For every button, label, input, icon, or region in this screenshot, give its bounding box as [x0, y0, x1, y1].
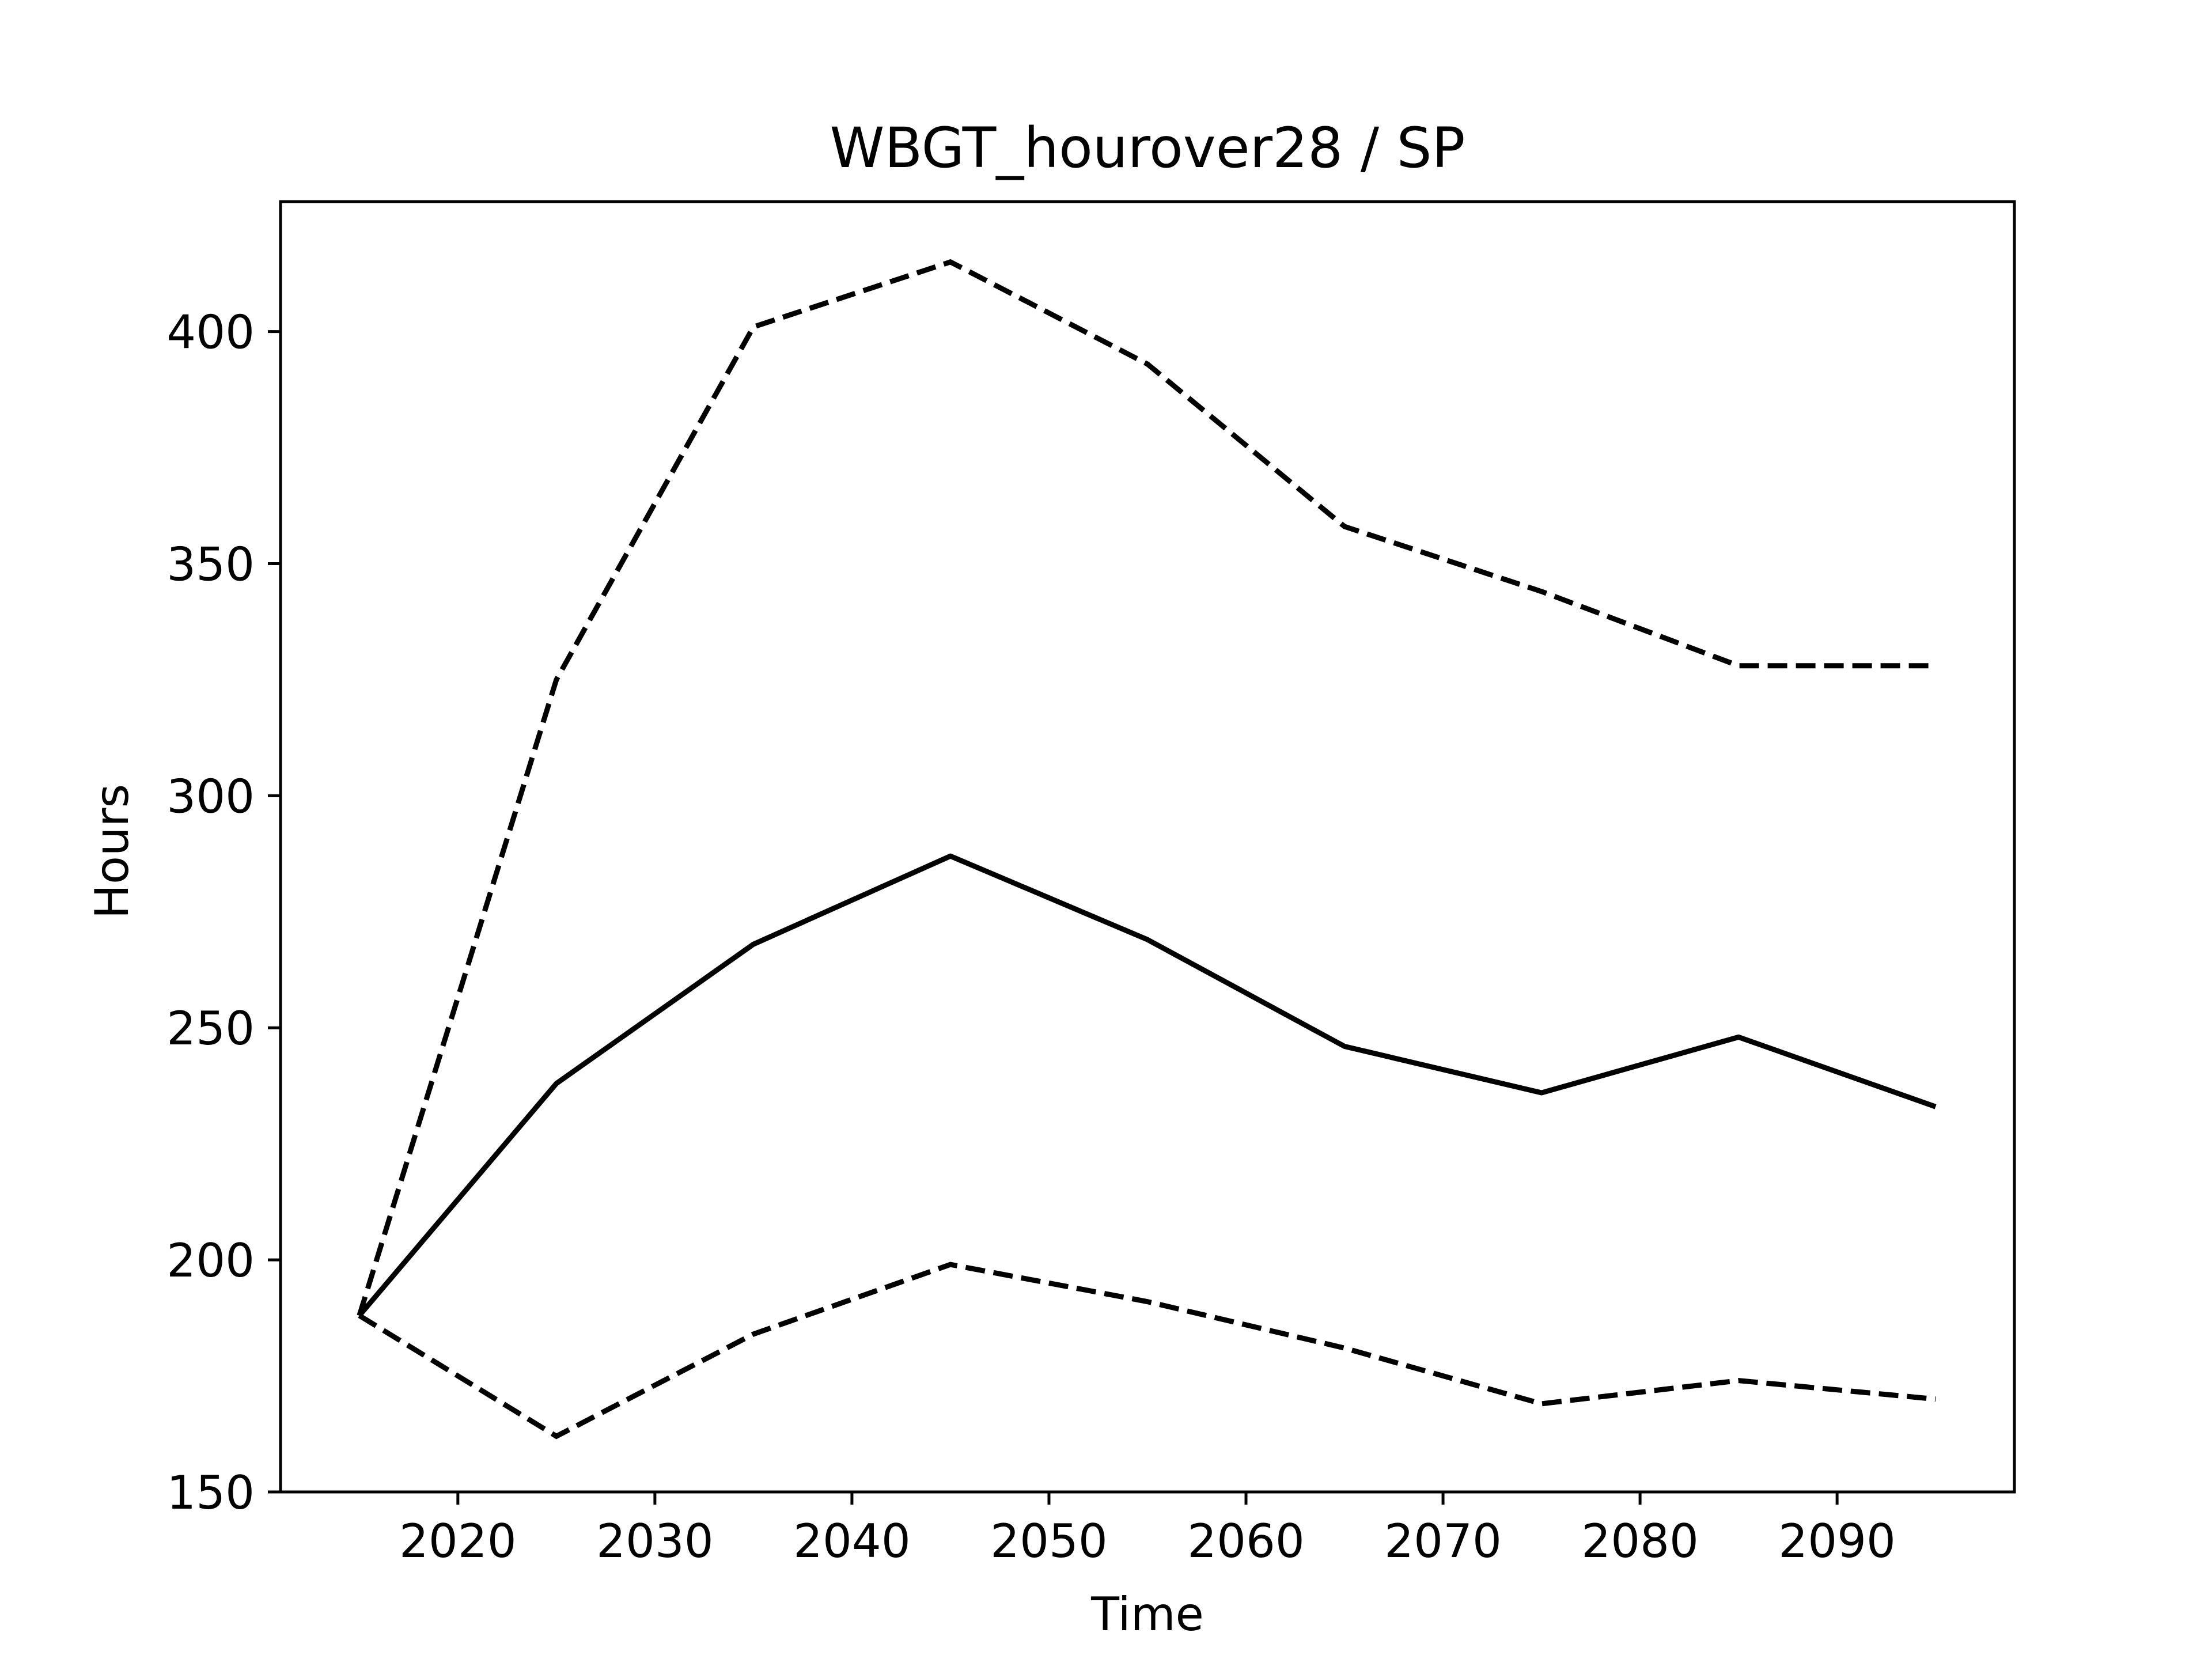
- y-tick-label: 300: [166, 770, 255, 823]
- y-tick-label: 200: [166, 1234, 255, 1287]
- x-tick-label: 2060: [1187, 1514, 1305, 1568]
- y-tick-label: 400: [166, 306, 255, 359]
- x-tick-label: 2020: [399, 1514, 517, 1568]
- x-tick-label: 2080: [1581, 1514, 1699, 1568]
- x-tick-label: 2090: [1778, 1514, 1896, 1568]
- series-line-upper: [357, 259, 1936, 1317]
- plot-area: [357, 259, 1937, 1440]
- series-line-median: [357, 853, 1937, 1317]
- chart-title: WBGT_hourover28 / SP: [830, 116, 1465, 180]
- x-tick-label: 2040: [793, 1514, 911, 1568]
- y-axis: 150 200 250 300 350 400: [166, 306, 281, 1520]
- y-tick-label: 250: [166, 1002, 255, 1055]
- y-tick-label: 150: [166, 1466, 255, 1520]
- x-axis-label: Time: [1090, 1588, 1204, 1641]
- x-tick-label: 2070: [1384, 1514, 1502, 1568]
- x-axis: 2020 2030 2040 2050 2060 2070 2080 2090: [399, 1492, 1896, 1568]
- plot-frame: [279, 200, 2016, 1494]
- y-tick-label: 350: [166, 537, 255, 591]
- y-axis-label: Hours: [85, 784, 139, 919]
- x-tick-label: 2030: [596, 1514, 714, 1568]
- x-tick-label: 2050: [990, 1514, 1108, 1568]
- series-line-lower: [358, 1262, 1936, 1440]
